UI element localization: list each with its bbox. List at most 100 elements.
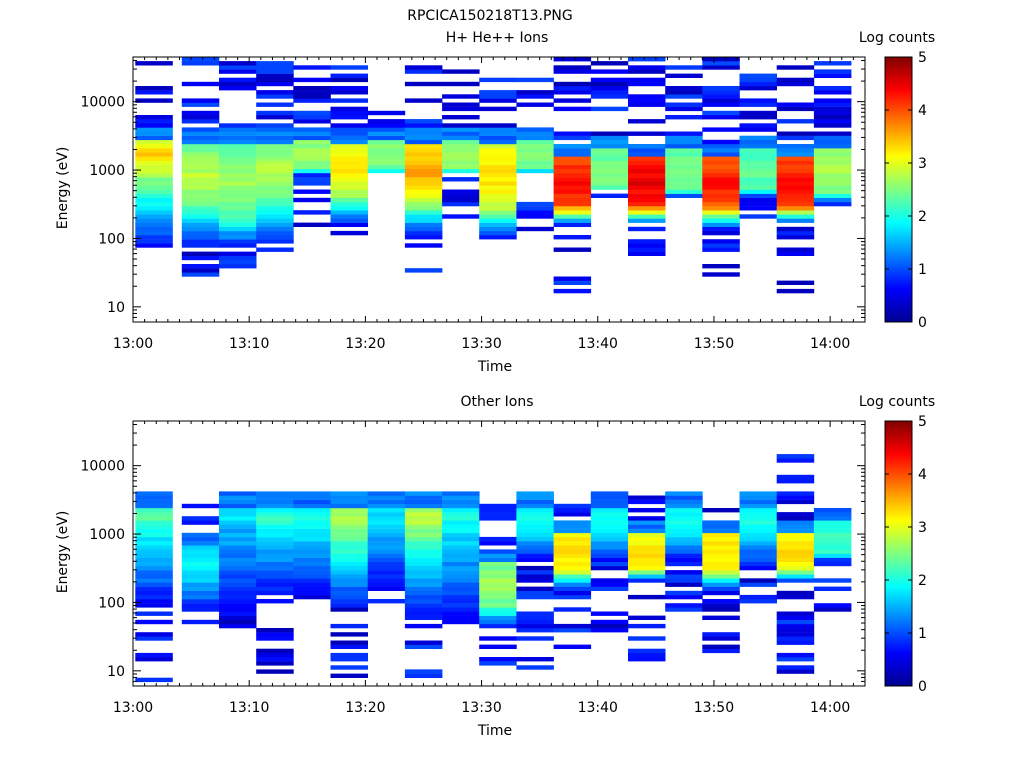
spectrogram-cell xyxy=(181,160,220,165)
spectrogram-cell xyxy=(553,628,592,633)
spectrogram-cell xyxy=(219,586,257,591)
spectrogram-cell xyxy=(665,516,703,521)
spectrogram-cell xyxy=(479,590,517,596)
spectrogram-cell xyxy=(516,532,554,538)
spectrogram-cell xyxy=(813,148,852,153)
spectrogram-cell xyxy=(181,503,220,509)
spectrogram-cell xyxy=(702,590,740,596)
spectrogram-cell xyxy=(293,553,331,558)
spectrogram-cell xyxy=(219,123,257,128)
spectrogram-cell xyxy=(442,594,480,600)
spectrogram-cell xyxy=(256,218,294,223)
spectrogram-cell xyxy=(219,164,257,170)
x-tick-label: 13:40 xyxy=(578,700,618,716)
spectrogram-cell xyxy=(628,545,666,550)
spectrogram-cell xyxy=(219,206,257,211)
spectrogram-cell xyxy=(330,603,368,608)
spectrogram-column xyxy=(442,69,480,219)
spectrogram-cell xyxy=(293,491,331,496)
spectrogram-cell xyxy=(256,81,294,87)
colorbar-tick-label: 2 xyxy=(918,209,927,225)
spectrogram-cell xyxy=(553,69,592,74)
spectrogram-cell xyxy=(739,541,777,546)
spectrogram-cell xyxy=(590,611,629,616)
spectrogram-cell xyxy=(181,594,220,600)
spectrogram-cell xyxy=(739,599,777,604)
spectrogram-cell xyxy=(739,148,777,153)
spectrogram-cell xyxy=(776,479,815,484)
spectrogram-cell xyxy=(813,156,852,161)
spectrogram-cell xyxy=(590,516,629,521)
spectrogram-cell xyxy=(330,599,368,604)
spectrogram-cell xyxy=(293,503,331,509)
spectrogram-cell xyxy=(442,144,480,149)
spectrogram-cell xyxy=(628,499,666,505)
spectrogram-cell xyxy=(293,119,331,124)
spectrogram-cell xyxy=(330,520,368,525)
spectrogram-cell xyxy=(628,636,666,641)
spectrogram-cell xyxy=(479,230,517,236)
spectrogram-column xyxy=(665,491,703,612)
spectrogram-cell xyxy=(516,565,554,571)
spectrogram-cell xyxy=(404,164,443,170)
spectrogram-cell xyxy=(702,102,740,107)
x-tick-label: 13:50 xyxy=(694,336,734,352)
spectrogram-cell xyxy=(776,512,815,517)
spectrogram-cell xyxy=(516,545,554,550)
spectrogram-cell xyxy=(553,528,592,534)
spectrogram-cell xyxy=(330,181,368,186)
spectrogram-cell xyxy=(135,218,173,223)
spectrogram-cell xyxy=(665,193,703,198)
spectrogram-cell xyxy=(404,582,443,587)
spectrogram-cell xyxy=(813,201,852,207)
spectrogram-cell xyxy=(181,607,220,612)
colorbar-tick-label: 0 xyxy=(918,315,927,331)
spectrogram-cell xyxy=(219,243,257,248)
spectrogram-cell xyxy=(776,172,815,178)
spectrogram-cell xyxy=(330,86,368,91)
spectrogram-cell xyxy=(665,135,703,141)
spectrogram-cell xyxy=(256,565,294,571)
spectrogram-cell xyxy=(776,152,815,157)
spectrogram-cell xyxy=(628,495,666,500)
spectrogram-cell xyxy=(516,665,554,670)
spectrogram-cell xyxy=(590,545,629,550)
spectrogram-cell xyxy=(367,110,406,116)
spectrogram-cell xyxy=(590,168,629,174)
spectrogram-cell xyxy=(776,251,815,256)
spectrogram-cell xyxy=(367,499,406,505)
spectrogram-cell xyxy=(367,532,406,538)
spectrogram-cell xyxy=(135,619,173,625)
spectrogram-cell xyxy=(553,288,592,294)
spectrogram-cell xyxy=(330,160,368,165)
spectrogram-cell xyxy=(479,77,517,83)
spectrogram-cell xyxy=(590,495,629,500)
spectrogram-cell xyxy=(702,172,740,178)
spectrogram-cell xyxy=(442,201,480,207)
spectrogram-cell xyxy=(293,582,331,587)
panel-title: Other Ions xyxy=(460,394,533,410)
spectrogram-cell xyxy=(442,135,480,141)
spectrogram-cell xyxy=(181,251,220,256)
spectrogram-cell xyxy=(181,206,220,211)
spectrogram-column xyxy=(256,491,294,674)
spectrogram-cell xyxy=(256,574,294,579)
spectrogram-cell xyxy=(739,565,777,571)
spectrogram-cell xyxy=(442,607,480,612)
spectrogram-cell xyxy=(404,669,443,674)
spectrogram-cell xyxy=(739,177,777,182)
spectrogram-cell xyxy=(516,657,554,662)
spectrogram-cell xyxy=(479,218,517,223)
spectrogram-cell xyxy=(590,532,629,538)
spectrogram-cell xyxy=(702,115,740,120)
spectrogram-cell xyxy=(553,144,592,149)
spectrogram-cell xyxy=(442,590,480,596)
spectrogram-cell xyxy=(813,102,852,107)
spectrogram-cell xyxy=(135,603,173,608)
spectrogram-cell xyxy=(404,172,443,178)
spectrogram-cell xyxy=(135,590,173,596)
spectrogram-cell xyxy=(181,272,220,277)
spectrogram-cell xyxy=(367,599,406,604)
panel-other-ions: Other Ions Log counts Time Energy (eV) 1… xyxy=(55,394,935,739)
